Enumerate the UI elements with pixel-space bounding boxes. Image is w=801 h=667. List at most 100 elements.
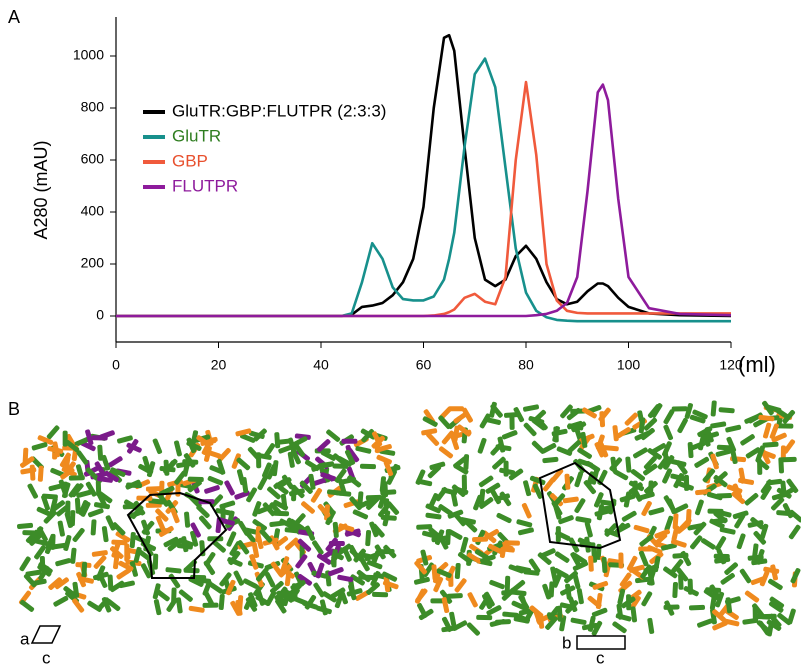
helix bbox=[59, 452, 71, 468]
helix bbox=[676, 567, 689, 582]
helix bbox=[178, 537, 194, 548]
helix bbox=[496, 512, 512, 524]
helix bbox=[129, 532, 136, 549]
helix bbox=[621, 510, 637, 522]
helix bbox=[651, 443, 667, 454]
helix bbox=[554, 551, 570, 563]
helix bbox=[528, 558, 541, 574]
helix bbox=[479, 413, 491, 429]
helix bbox=[383, 544, 397, 559]
helix bbox=[560, 404, 573, 419]
helix bbox=[574, 471, 584, 488]
helix bbox=[628, 564, 645, 573]
helix bbox=[734, 513, 746, 529]
helix bbox=[325, 537, 338, 552]
helix bbox=[237, 540, 250, 555]
helix bbox=[142, 455, 151, 472]
helix bbox=[145, 486, 162, 492]
helix bbox=[426, 432, 440, 446]
helix bbox=[101, 526, 109, 543]
helix bbox=[594, 442, 605, 458]
helix bbox=[57, 520, 65, 537]
helix bbox=[744, 590, 760, 603]
helix bbox=[204, 485, 220, 494]
helix bbox=[25, 569, 42, 577]
helix bbox=[99, 430, 115, 440]
helix bbox=[663, 409, 675, 425]
helix bbox=[715, 591, 725, 608]
helix bbox=[19, 556, 31, 572]
helix bbox=[376, 444, 392, 453]
helix bbox=[519, 594, 529, 611]
helix bbox=[378, 503, 391, 518]
x-tick-label: 40 bbox=[313, 357, 329, 373]
helix bbox=[269, 520, 286, 528]
helix bbox=[612, 621, 627, 634]
helix bbox=[332, 521, 339, 538]
helix bbox=[641, 500, 652, 517]
helix bbox=[280, 493, 288, 510]
helix bbox=[377, 492, 387, 509]
helix bbox=[517, 527, 534, 536]
helix bbox=[482, 593, 493, 610]
helix bbox=[697, 618, 713, 628]
helix bbox=[653, 533, 668, 546]
helix bbox=[647, 569, 655, 586]
helix bbox=[486, 605, 502, 616]
helix bbox=[366, 582, 380, 595]
helix bbox=[725, 424, 742, 433]
helix bbox=[341, 438, 358, 444]
helix bbox=[625, 456, 632, 473]
helix bbox=[183, 567, 200, 574]
helix bbox=[670, 459, 687, 467]
helix bbox=[688, 604, 706, 611]
helix bbox=[38, 565, 50, 581]
x-tick-label: 0 bbox=[112, 357, 120, 373]
helix bbox=[670, 538, 687, 548]
helix bbox=[196, 504, 210, 519]
x-tick-label: 20 bbox=[211, 357, 227, 373]
helix bbox=[262, 462, 272, 478]
helix bbox=[291, 484, 305, 499]
helix bbox=[295, 554, 308, 569]
helix bbox=[111, 539, 128, 546]
helix bbox=[575, 516, 592, 524]
helix bbox=[547, 606, 560, 621]
helix bbox=[663, 495, 675, 511]
helix bbox=[630, 606, 638, 623]
helix bbox=[85, 429, 94, 446]
helix bbox=[195, 577, 212, 584]
helix bbox=[20, 456, 35, 468]
helix bbox=[566, 407, 581, 421]
helix bbox=[628, 482, 643, 495]
helix bbox=[127, 509, 144, 519]
helix bbox=[69, 510, 76, 527]
helix bbox=[725, 597, 733, 614]
legend-label: GluTR:GBP:FLUTPR (2:3:3) bbox=[172, 101, 386, 120]
helix bbox=[292, 596, 309, 606]
helix bbox=[638, 546, 655, 552]
helix bbox=[502, 611, 519, 618]
helix bbox=[370, 571, 381, 587]
helix bbox=[567, 423, 584, 431]
helix bbox=[34, 545, 46, 560]
helix bbox=[41, 494, 50, 511]
helix bbox=[167, 538, 182, 552]
helix bbox=[427, 465, 442, 479]
helix bbox=[372, 431, 383, 447]
helix bbox=[633, 524, 650, 534]
helix bbox=[347, 447, 360, 463]
helix bbox=[740, 434, 755, 446]
helix bbox=[654, 529, 670, 539]
helix bbox=[450, 434, 460, 451]
helix bbox=[476, 614, 493, 621]
helix bbox=[687, 523, 704, 531]
helix bbox=[565, 583, 572, 600]
helix bbox=[301, 501, 315, 514]
helix bbox=[745, 447, 761, 459]
helix bbox=[369, 521, 379, 538]
helix bbox=[499, 491, 512, 507]
helix bbox=[46, 425, 60, 440]
helix bbox=[697, 426, 713, 438]
